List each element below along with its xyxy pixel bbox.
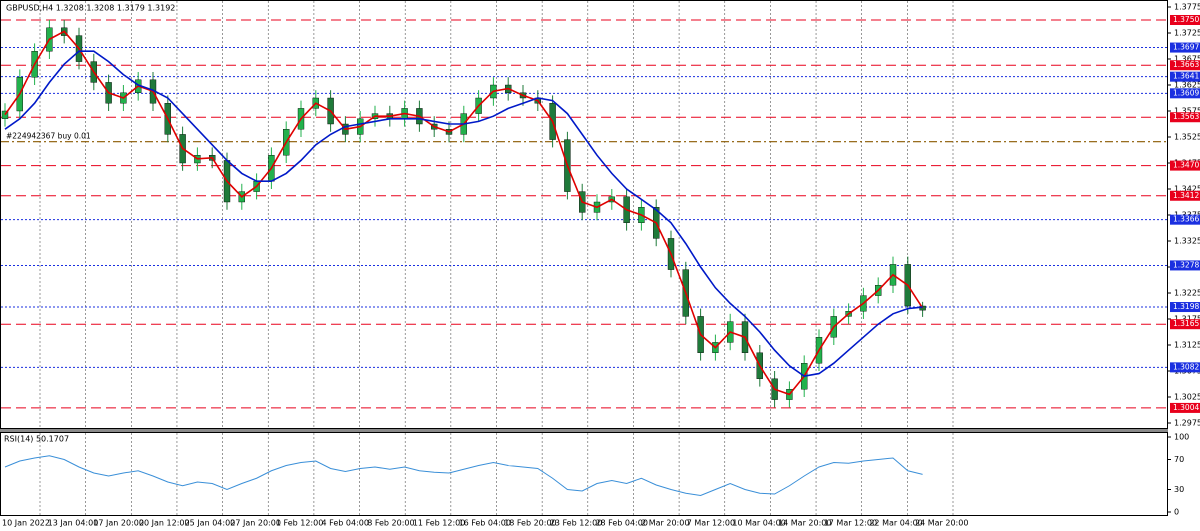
level-label-box bbox=[1170, 260, 1200, 271]
level-label-box bbox=[1170, 42, 1200, 53]
y-tick-label: 1.2975 bbox=[1174, 419, 1200, 428]
x-tick-label: 18 Feb 20:00 bbox=[504, 519, 556, 528]
y-tick-label: 1.3675 bbox=[1174, 55, 1200, 64]
level-label: 1.3697 bbox=[1173, 43, 1199, 52]
level-label: 1.3412 bbox=[1173, 191, 1199, 200]
x-tick-label: 27 Jan 20:00 bbox=[230, 519, 281, 528]
y-tick-label: 1.3625 bbox=[1174, 81, 1200, 90]
rsi-panel-frame bbox=[0, 432, 1168, 516]
y-tick-label: 1.3175 bbox=[1174, 315, 1200, 324]
level-label-box bbox=[1170, 190, 1200, 201]
level-label-box bbox=[1170, 402, 1200, 413]
x-tick-label: 17 Jan 20:00 bbox=[93, 519, 144, 528]
level-label: 1.3609 bbox=[1173, 88, 1199, 97]
level-label-box bbox=[1170, 302, 1200, 313]
level-label: 1.3198 bbox=[1173, 302, 1199, 311]
level-label: 1.3366 bbox=[1173, 215, 1199, 224]
x-tick-label: 17 Mar 12:00 bbox=[824, 519, 877, 528]
x-tick-label: 23 Feb 12:00 bbox=[550, 519, 602, 528]
rsi-label: RSI(14) 50.1707 bbox=[4, 435, 69, 444]
y-tick-label: 1.3225 bbox=[1174, 289, 1200, 298]
x-tick-label: 20 Jan 12:00 bbox=[139, 519, 190, 528]
x-tick-label: 16 Feb 04:00 bbox=[459, 519, 511, 528]
level-label: 1.3563 bbox=[1173, 112, 1199, 121]
level-label-box bbox=[1170, 362, 1200, 373]
y-tick-label: 1.3775 bbox=[1174, 3, 1200, 12]
rsi-tick-label: 0 bbox=[1174, 508, 1179, 517]
moving-average bbox=[4, 50, 923, 378]
panel-separator bbox=[0, 429, 1168, 432]
level-label-box bbox=[1170, 112, 1200, 123]
y-tick-label: 1.3125 bbox=[1174, 341, 1200, 350]
x-tick-label: 13 Jan 04:00 bbox=[48, 519, 99, 528]
level-label: 1.3641 bbox=[1173, 72, 1199, 81]
main-panel-frame bbox=[0, 0, 1168, 429]
x-tick-label: 22 Mar 04:00 bbox=[869, 519, 922, 528]
level-label-box bbox=[1170, 214, 1200, 225]
level-label: 1.3750 bbox=[1173, 15, 1199, 24]
level-label-box bbox=[1170, 15, 1200, 25]
level-label-box bbox=[1170, 319, 1200, 330]
rsi-tick-label: 100 bbox=[1174, 433, 1189, 442]
rsi-line bbox=[4, 455, 923, 497]
level-label: 1.3278 bbox=[1173, 260, 1199, 269]
x-tick-label: 2 Mar 20:00 bbox=[641, 519, 689, 528]
y-tick-label: 1.3425 bbox=[1174, 185, 1200, 194]
x-tick-label: 28 Feb 04:00 bbox=[595, 519, 647, 528]
x-tick-label: 10 Mar 04:00 bbox=[732, 519, 785, 528]
x-tick-label: 14 Mar 20:00 bbox=[778, 519, 831, 528]
x-tick-label: 4 Feb 04:00 bbox=[322, 519, 369, 528]
level-label: 1.3082 bbox=[1173, 362, 1199, 371]
chart-title: GBPUSD,H4 1.3208 1.3208 1.3179 1.3192 bbox=[6, 4, 175, 13]
x-tick-label: 1 Feb 12:00 bbox=[276, 519, 323, 528]
rsi-tick-label: 70 bbox=[1174, 455, 1184, 464]
x-tick-label: 7 Mar 12:00 bbox=[687, 519, 735, 528]
level-label-box bbox=[1170, 88, 1200, 99]
x-tick-label: 11 Feb 12:00 bbox=[413, 519, 465, 528]
level-label: 1.3663 bbox=[1173, 60, 1199, 69]
x-tick-label: 10 Jan 2022 bbox=[2, 519, 50, 528]
x-tick-label: 8 Feb 20:00 bbox=[367, 519, 414, 528]
y-tick-label: 1.3725 bbox=[1174, 29, 1200, 38]
y-tick-label: 1.3525 bbox=[1174, 133, 1200, 142]
level-label-box bbox=[1170, 160, 1200, 171]
y-tick-label: 1.3575 bbox=[1174, 107, 1200, 116]
x-tick-label: 25 Jan 04:00 bbox=[185, 519, 236, 528]
level-label: 1.3165 bbox=[1173, 319, 1199, 328]
candle-body bbox=[1, 110, 9, 119]
y-tick-label: 1.3325 bbox=[1174, 237, 1200, 246]
order-label: #224942367 buy 0.01 bbox=[6, 132, 91, 141]
level-label: 1.3470 bbox=[1173, 161, 1199, 170]
level-label: 1.3004 bbox=[1173, 403, 1199, 412]
rsi-tick-label: 30 bbox=[1174, 485, 1184, 494]
level-label-box bbox=[1170, 71, 1200, 82]
x-tick-label: 24 Mar 20:00 bbox=[915, 519, 968, 528]
y-tick-label: 1.3025 bbox=[1174, 393, 1200, 402]
level-label-box bbox=[1170, 60, 1200, 71]
